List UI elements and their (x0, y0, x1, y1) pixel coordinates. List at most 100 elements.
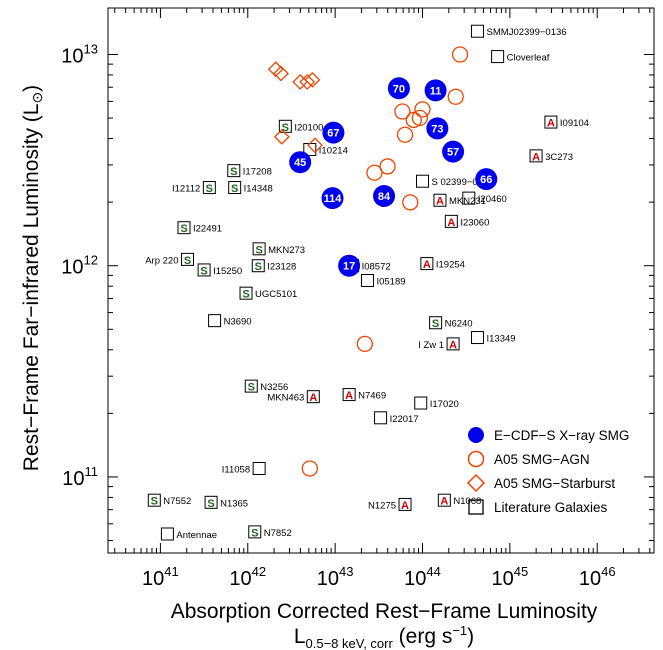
legend-entry: Literature Galaxies (468, 499, 608, 515)
x-axis-label-line1: Absorption Corrected Rest−Frame Luminosi… (171, 600, 598, 623)
literature-point: S MKN273 (252, 242, 305, 256)
literature-label: I10214 (319, 146, 348, 157)
literature-tag: A (436, 196, 444, 208)
literature-marker (251, 259, 265, 273)
literature-point: I10214 (303, 143, 348, 157)
literature-tag: S (151, 496, 158, 508)
legend-label: E−CDF−S X−ray SMG (494, 428, 629, 443)
legend-label: A05 SMG−Starburst (494, 476, 615, 491)
y-tick-label: 1013 (61, 41, 98, 67)
a05-starburst-point (273, 128, 290, 145)
xray-smg-id: 114 (324, 193, 343, 205)
x-tick-label: 1043 (317, 564, 354, 590)
literature-marker (278, 119, 292, 133)
literature-marker (398, 497, 412, 511)
literature-marker (177, 221, 191, 235)
literature-marker (462, 191, 476, 205)
xray-smg-point: 73 (426, 117, 449, 140)
literature-point: A N1275 (368, 497, 412, 512)
literature-label: IC5063 (341, 581, 372, 592)
xray-smg-id: 57 (447, 147, 459, 159)
literature-tag: S (251, 527, 258, 539)
axes: 1041 1042 1043 1044 1045 1046 1011 1012 1013 (61, 8, 654, 590)
literature-tag: S (116, 555, 123, 567)
literature-marker (228, 181, 242, 195)
literature-marker (180, 252, 194, 266)
literature-tag: S (282, 122, 289, 134)
literature-label: I11058 (222, 465, 250, 476)
literature-marker (415, 174, 429, 188)
a05-starburst-point (267, 61, 284, 78)
literature-label: N3256 (260, 382, 288, 393)
y-axis-label: Rest−Frame Far−infrared Luminosity (L⊙) (20, 85, 45, 471)
literature-label: I23060 (460, 217, 489, 228)
legend-label: Literature Galaxies (494, 500, 608, 515)
literature-point: S UGC5101 (239, 286, 297, 301)
xray-smg-id: 70 (393, 83, 405, 95)
literature-tag: S (206, 183, 213, 195)
xray-smg-point: 70 (387, 77, 410, 100)
literature-tag: S (432, 318, 439, 330)
literature-marker (342, 388, 356, 402)
literature-marker (524, 0, 536, 3)
literature-point: A I Zw 1 (418, 337, 460, 351)
x-tick-label: 1044 (404, 564, 441, 590)
literature-point: SMMJ02399−0136 (471, 24, 567, 38)
literature-marker (529, 149, 543, 163)
xray-smg-id: 45 (294, 157, 306, 169)
xray-smg-marker (424, 79, 447, 102)
literature-marker (446, 337, 460, 351)
xray-smg-marker (321, 187, 344, 210)
literature-tag: S (231, 183, 238, 195)
literature-point: A I19254 (420, 257, 465, 271)
literature-marker (197, 263, 211, 277)
literature-label: I05189 (376, 277, 405, 288)
literature-marker (444, 214, 458, 228)
literature-tag: A (447, 217, 455, 229)
literature-marker (491, 50, 505, 64)
literature-label: N1275 (368, 500, 396, 511)
xray-smg-marker (475, 168, 498, 191)
literature-label: I Zw 1 (418, 340, 444, 351)
literature-label: N3690 (224, 317, 252, 328)
literature-marker (147, 493, 161, 507)
literature-marker (471, 24, 485, 38)
literature-label: N6240 (445, 319, 473, 330)
a05-starburst-point (273, 65, 289, 82)
literature-tag: A (526, 0, 534, 5)
literature-label: I22491 (193, 224, 222, 235)
literature-point: S I22491 (177, 221, 222, 235)
literature-label: I15307 (539, 0, 568, 4)
literature-point: S I14348 (228, 181, 273, 195)
a05-agn-point (394, 103, 411, 120)
xray-smg-point: 66 (475, 168, 498, 191)
literature-point: S N3256 (244, 379, 288, 394)
a05-agn-point (366, 164, 383, 181)
y-tick-label: 1012 (61, 253, 98, 279)
xray-smg-id: 66 (480, 174, 492, 186)
xray-smg-point: 11 (424, 79, 447, 102)
a05-agn-point (402, 194, 419, 211)
x-tick-label: 1042 (229, 564, 266, 590)
literature-marker (227, 164, 241, 178)
a05-starburst-point (307, 137, 323, 154)
literature-marker (239, 286, 253, 300)
literature-label: I08572 (362, 262, 391, 273)
a05-starburst-point (304, 71, 321, 88)
literature-label: N7852 (264, 528, 292, 539)
literature-marker (433, 193, 447, 207)
literature-label: N7469 (358, 391, 386, 402)
literature-point: A N7469 (342, 388, 386, 402)
xray-smg-point: 45 (289, 151, 312, 174)
xray-smg-point: 57 (442, 140, 465, 163)
literature-tag: A (401, 500, 409, 512)
a05-agn-point (451, 46, 469, 63)
a05-agn-point (301, 460, 318, 477)
legend-entry: A05 SMG−Starburst (466, 473, 615, 493)
a05-agn-point (405, 111, 422, 129)
literature-marker (252, 462, 266, 476)
literature-tag: S (248, 382, 255, 394)
literature-tag: A (345, 390, 353, 402)
literature-point: S N7552 (147, 493, 191, 508)
literature-point: S I12112 (172, 181, 216, 195)
